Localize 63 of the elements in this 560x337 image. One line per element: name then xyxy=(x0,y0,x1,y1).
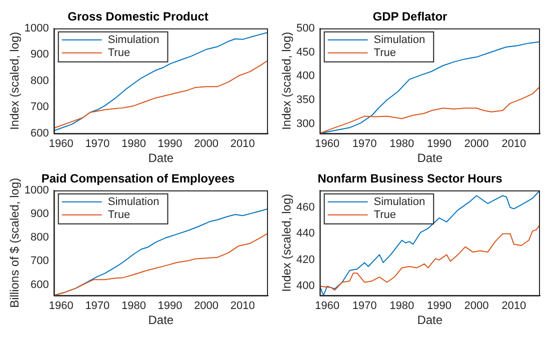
y-axis-title: Index (scaled, log) xyxy=(8,32,22,130)
x-tick-label: 2000 xyxy=(464,138,489,150)
x-tick-label: 1970 xyxy=(352,138,377,150)
y-tick-label: 450 xyxy=(296,46,315,58)
x-tick-label: 1990 xyxy=(426,300,452,312)
legend-label: Simulation xyxy=(374,34,426,46)
x-tick-label: 1980 xyxy=(121,138,146,150)
y-tick-label: 500 xyxy=(296,22,315,34)
x-tick-label: 1970 xyxy=(85,138,110,150)
y-tick-label: 440 xyxy=(296,228,315,240)
legend-label: True xyxy=(108,46,130,59)
x-tick-label: 1960 xyxy=(48,300,74,312)
y-axis-title: Index (scaled, log) xyxy=(280,32,294,130)
x-axis-title: Date xyxy=(417,151,443,166)
legend-label: Simulation xyxy=(108,34,160,46)
x-tick-label: 2010 xyxy=(502,138,526,150)
x-tick-label: 1960 xyxy=(314,138,340,150)
legend-label: True xyxy=(374,208,396,221)
chart-title: Gross Domestic Product xyxy=(68,10,208,24)
y-tick-label: 600 xyxy=(30,278,49,291)
x-axis-title: Date xyxy=(417,313,443,328)
x-tick-label: 1970 xyxy=(352,300,377,312)
y-tick-label: 700 xyxy=(30,101,49,114)
y-axis-title: Billions of $ (scaled, log) xyxy=(8,178,22,308)
y-tick-label: 700 xyxy=(30,255,49,268)
chart-title: Paid Compensation of Employees xyxy=(41,172,236,186)
x-tick-label: 1960 xyxy=(48,138,74,150)
chart-title: Nonfarm Business Sector Hours xyxy=(318,172,503,186)
x-tick-label: 1990 xyxy=(426,138,452,150)
y-tick-label: 800 xyxy=(30,74,49,87)
y-tick-label: 460 xyxy=(296,201,315,214)
x-axis-title: Date xyxy=(148,151,174,166)
y-axis-title: Index (scaled, log) xyxy=(280,194,294,292)
x-tick-label: 1970 xyxy=(85,300,110,312)
x-tick-label: 2010 xyxy=(230,138,255,150)
y-tick-label: 350 xyxy=(296,94,315,106)
y-tick-label: 600 xyxy=(30,127,49,140)
x-tick-label: 1980 xyxy=(390,138,414,150)
x-tick-label: 1980 xyxy=(121,300,146,312)
x-axis-title: Date xyxy=(148,313,174,328)
x-tick-label: 1980 xyxy=(390,300,414,312)
y-tick-label: 900 xyxy=(30,48,49,61)
x-tick-label: 2010 xyxy=(502,300,526,312)
y-tick-label: 300 xyxy=(296,118,315,130)
y-tick-label: 400 xyxy=(296,280,315,292)
x-tick-label: 2000 xyxy=(194,300,219,312)
y-tick-label: 400 xyxy=(296,70,315,82)
legend-label: Simulation xyxy=(374,196,426,208)
y-tick-label: 800 xyxy=(30,232,49,244)
legend-label: True xyxy=(108,208,130,221)
legend-label: Simulation xyxy=(108,196,160,208)
y-tick-label: 900 xyxy=(30,208,49,220)
x-tick-label: 1990 xyxy=(158,138,182,150)
chart-title: GDP Deflator xyxy=(372,10,448,24)
x-tick-label: 2010 xyxy=(230,300,255,312)
y-tick-label: 420 xyxy=(296,254,315,266)
x-tick-label: 2000 xyxy=(464,300,489,312)
y-tick-label: 1000 xyxy=(24,184,49,196)
x-tick-label: 2000 xyxy=(194,138,219,150)
y-tick-label: 1000 xyxy=(24,22,49,34)
x-tick-label: 1990 xyxy=(158,300,182,312)
legend-label: True xyxy=(374,46,396,59)
x-tick-label: 1960 xyxy=(314,300,340,312)
